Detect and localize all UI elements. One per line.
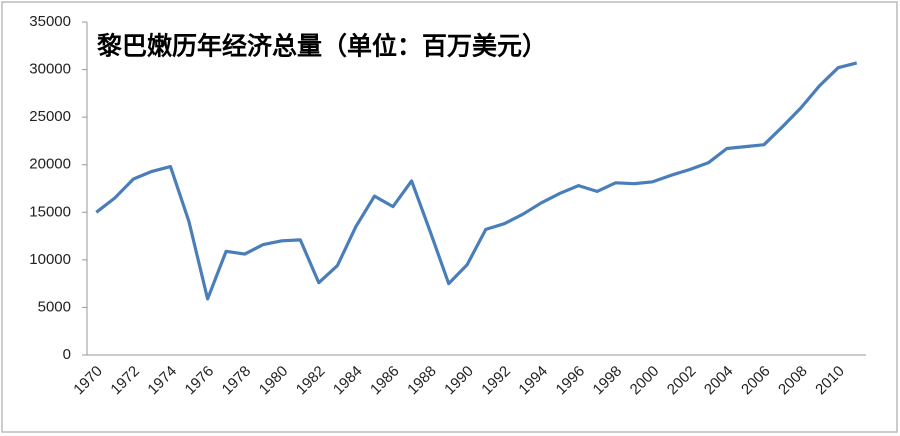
line-series <box>95 61 858 301</box>
y-tick-label: 10000 <box>29 251 71 268</box>
y-tick-label: 0 <box>63 346 71 363</box>
y-tick-label: 30000 <box>29 61 71 78</box>
y-tick-label: 25000 <box>29 108 71 125</box>
y-tick-label: 20000 <box>29 156 71 173</box>
y-tick-label: 35000 <box>29 13 71 30</box>
y-tick-label: 5000 <box>38 298 71 315</box>
y-tick-label: 15000 <box>29 203 71 220</box>
chart-title: 黎巴嫩历年经济总量（单位：百万美元） <box>97 32 547 61</box>
